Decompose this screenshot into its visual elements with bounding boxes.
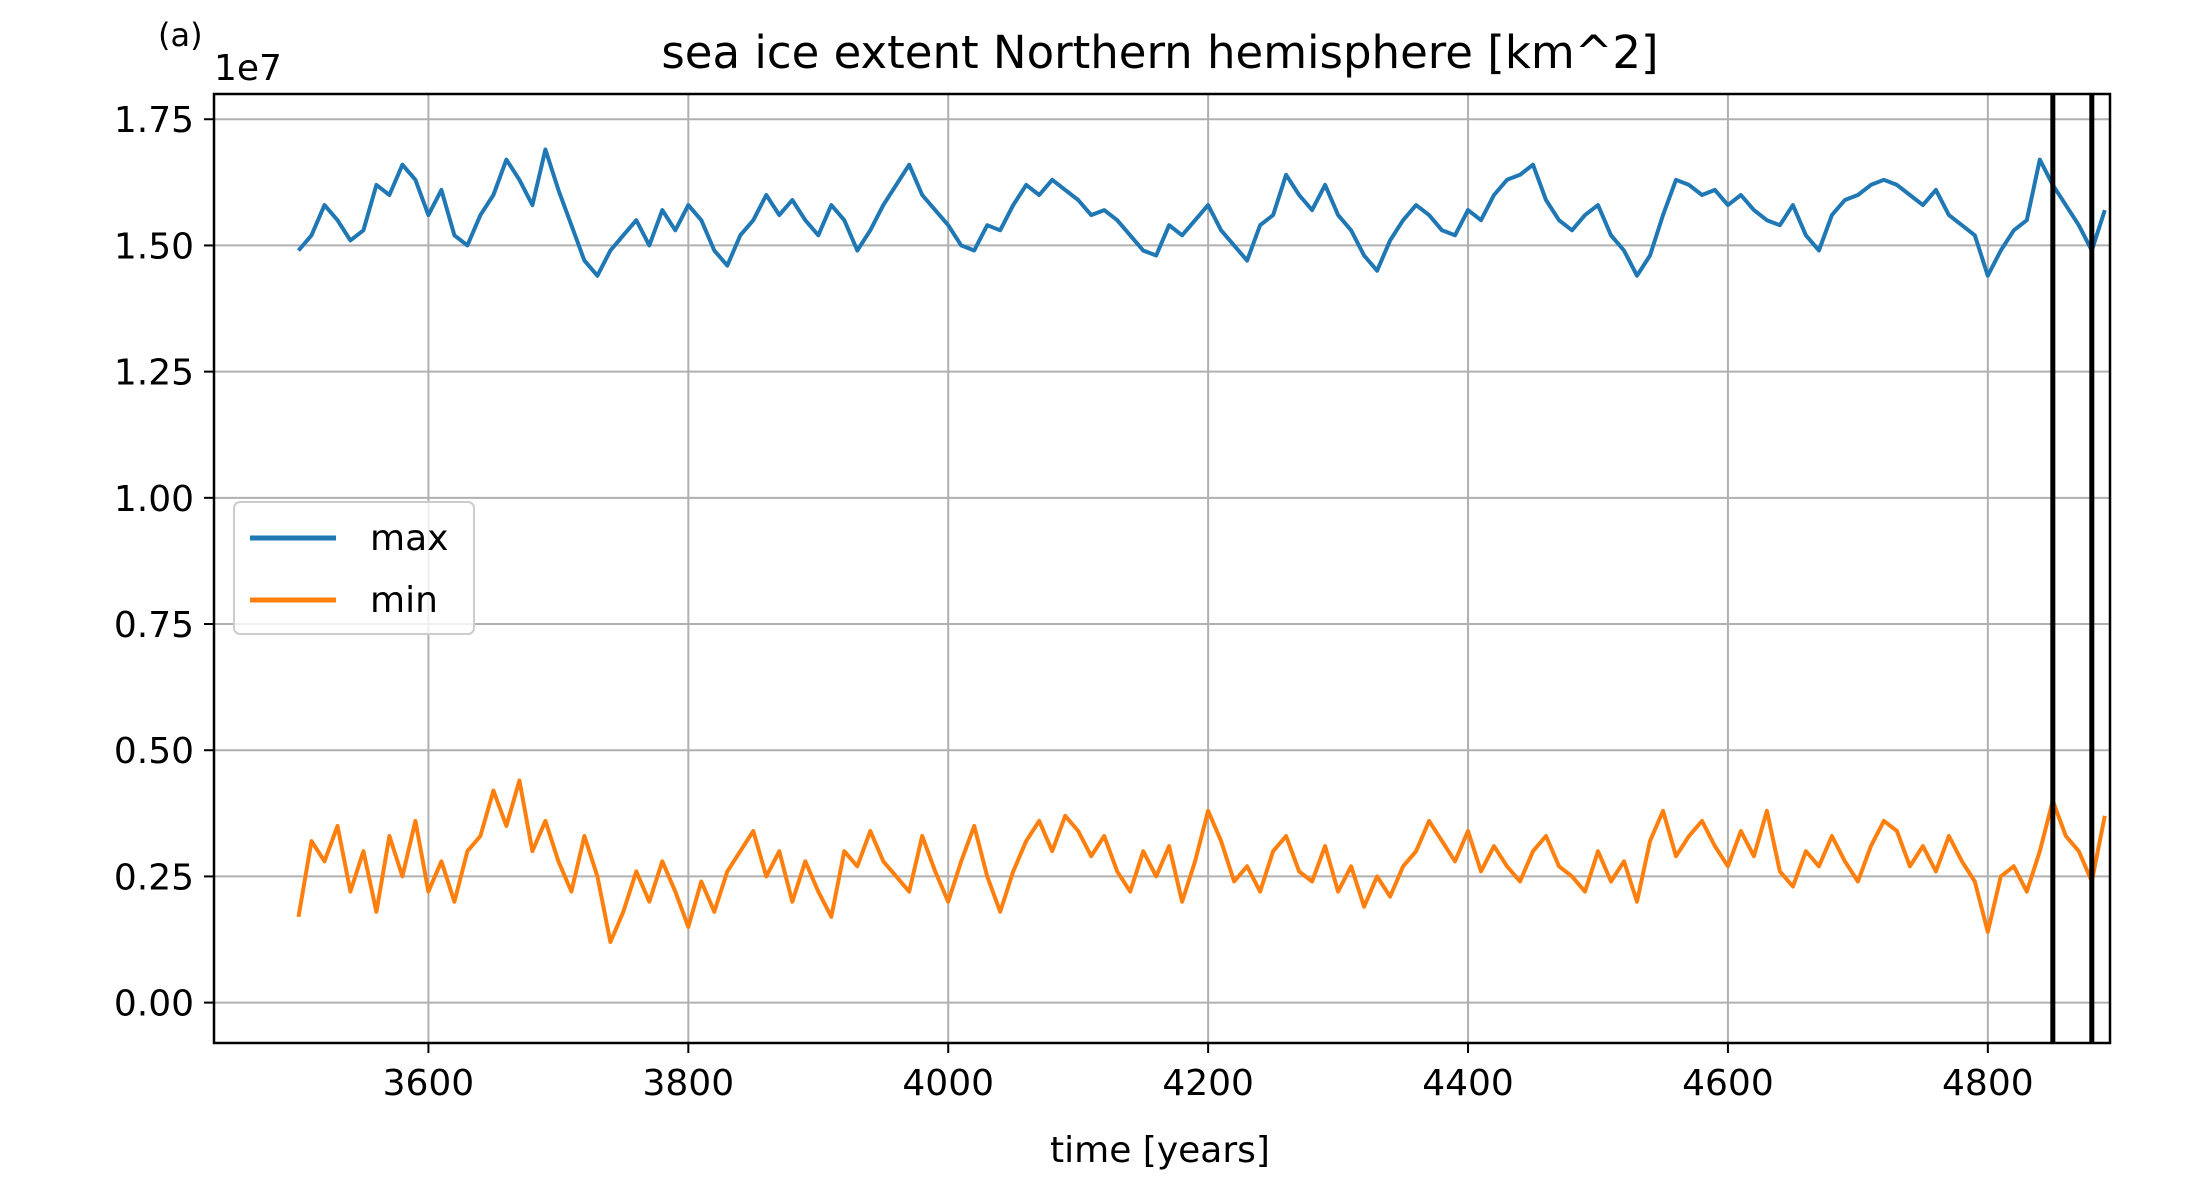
x-tick-label: 3800 <box>643 1063 735 1104</box>
y-tick-label: 0.00 <box>114 984 194 1025</box>
y-tick-label: 1.75 <box>114 100 194 141</box>
panel-label: (a) <box>158 16 203 54</box>
y-tick-label: 1.00 <box>114 479 194 520</box>
legend: max min <box>233 501 475 635</box>
y-axis: 0.00 0.25 0.50 0.75 1.00 1.25 1.50 1.75 <box>114 100 214 1025</box>
y-tick-label: 0.75 <box>114 605 194 646</box>
series-line-min <box>296 778 2107 944</box>
x-tick-label: 4200 <box>1162 1063 1254 1104</box>
series-layer <box>296 147 2107 944</box>
x-tick-label: 4600 <box>1682 1063 1774 1104</box>
x-tick-label: 4400 <box>1422 1063 1514 1104</box>
y-tick-label: 0.25 <box>114 857 194 898</box>
legend-label-max: max <box>370 518 448 559</box>
legend-label-min: min <box>370 580 438 621</box>
x-tick-label: 4000 <box>902 1063 994 1104</box>
chart-title: sea ice extent Northern hemisphere [km^2… <box>661 26 1658 79</box>
x-tick-label: 4800 <box>1942 1063 2034 1104</box>
vertical-lines <box>2050 94 2095 1043</box>
x-axis-label: time [years] <box>1050 1130 1270 1171</box>
y-offset-label: 1e7 <box>214 48 282 89</box>
y-tick-label: 1.25 <box>114 353 194 394</box>
plot-area: 3600 3800 4000 4200 4400 4600 4800 0.00 0.25 0.5… <box>114 92 2112 1104</box>
y-tick-label: 0.50 <box>114 731 194 772</box>
y-tick-label: 1.50 <box>114 226 194 267</box>
series-line-max <box>296 147 2107 278</box>
x-tick-label: 3600 <box>383 1063 475 1104</box>
x-axis: 3600 3800 4000 4200 4400 4600 4800 <box>383 1043 2034 1104</box>
axes-frame <box>212 92 2112 1045</box>
